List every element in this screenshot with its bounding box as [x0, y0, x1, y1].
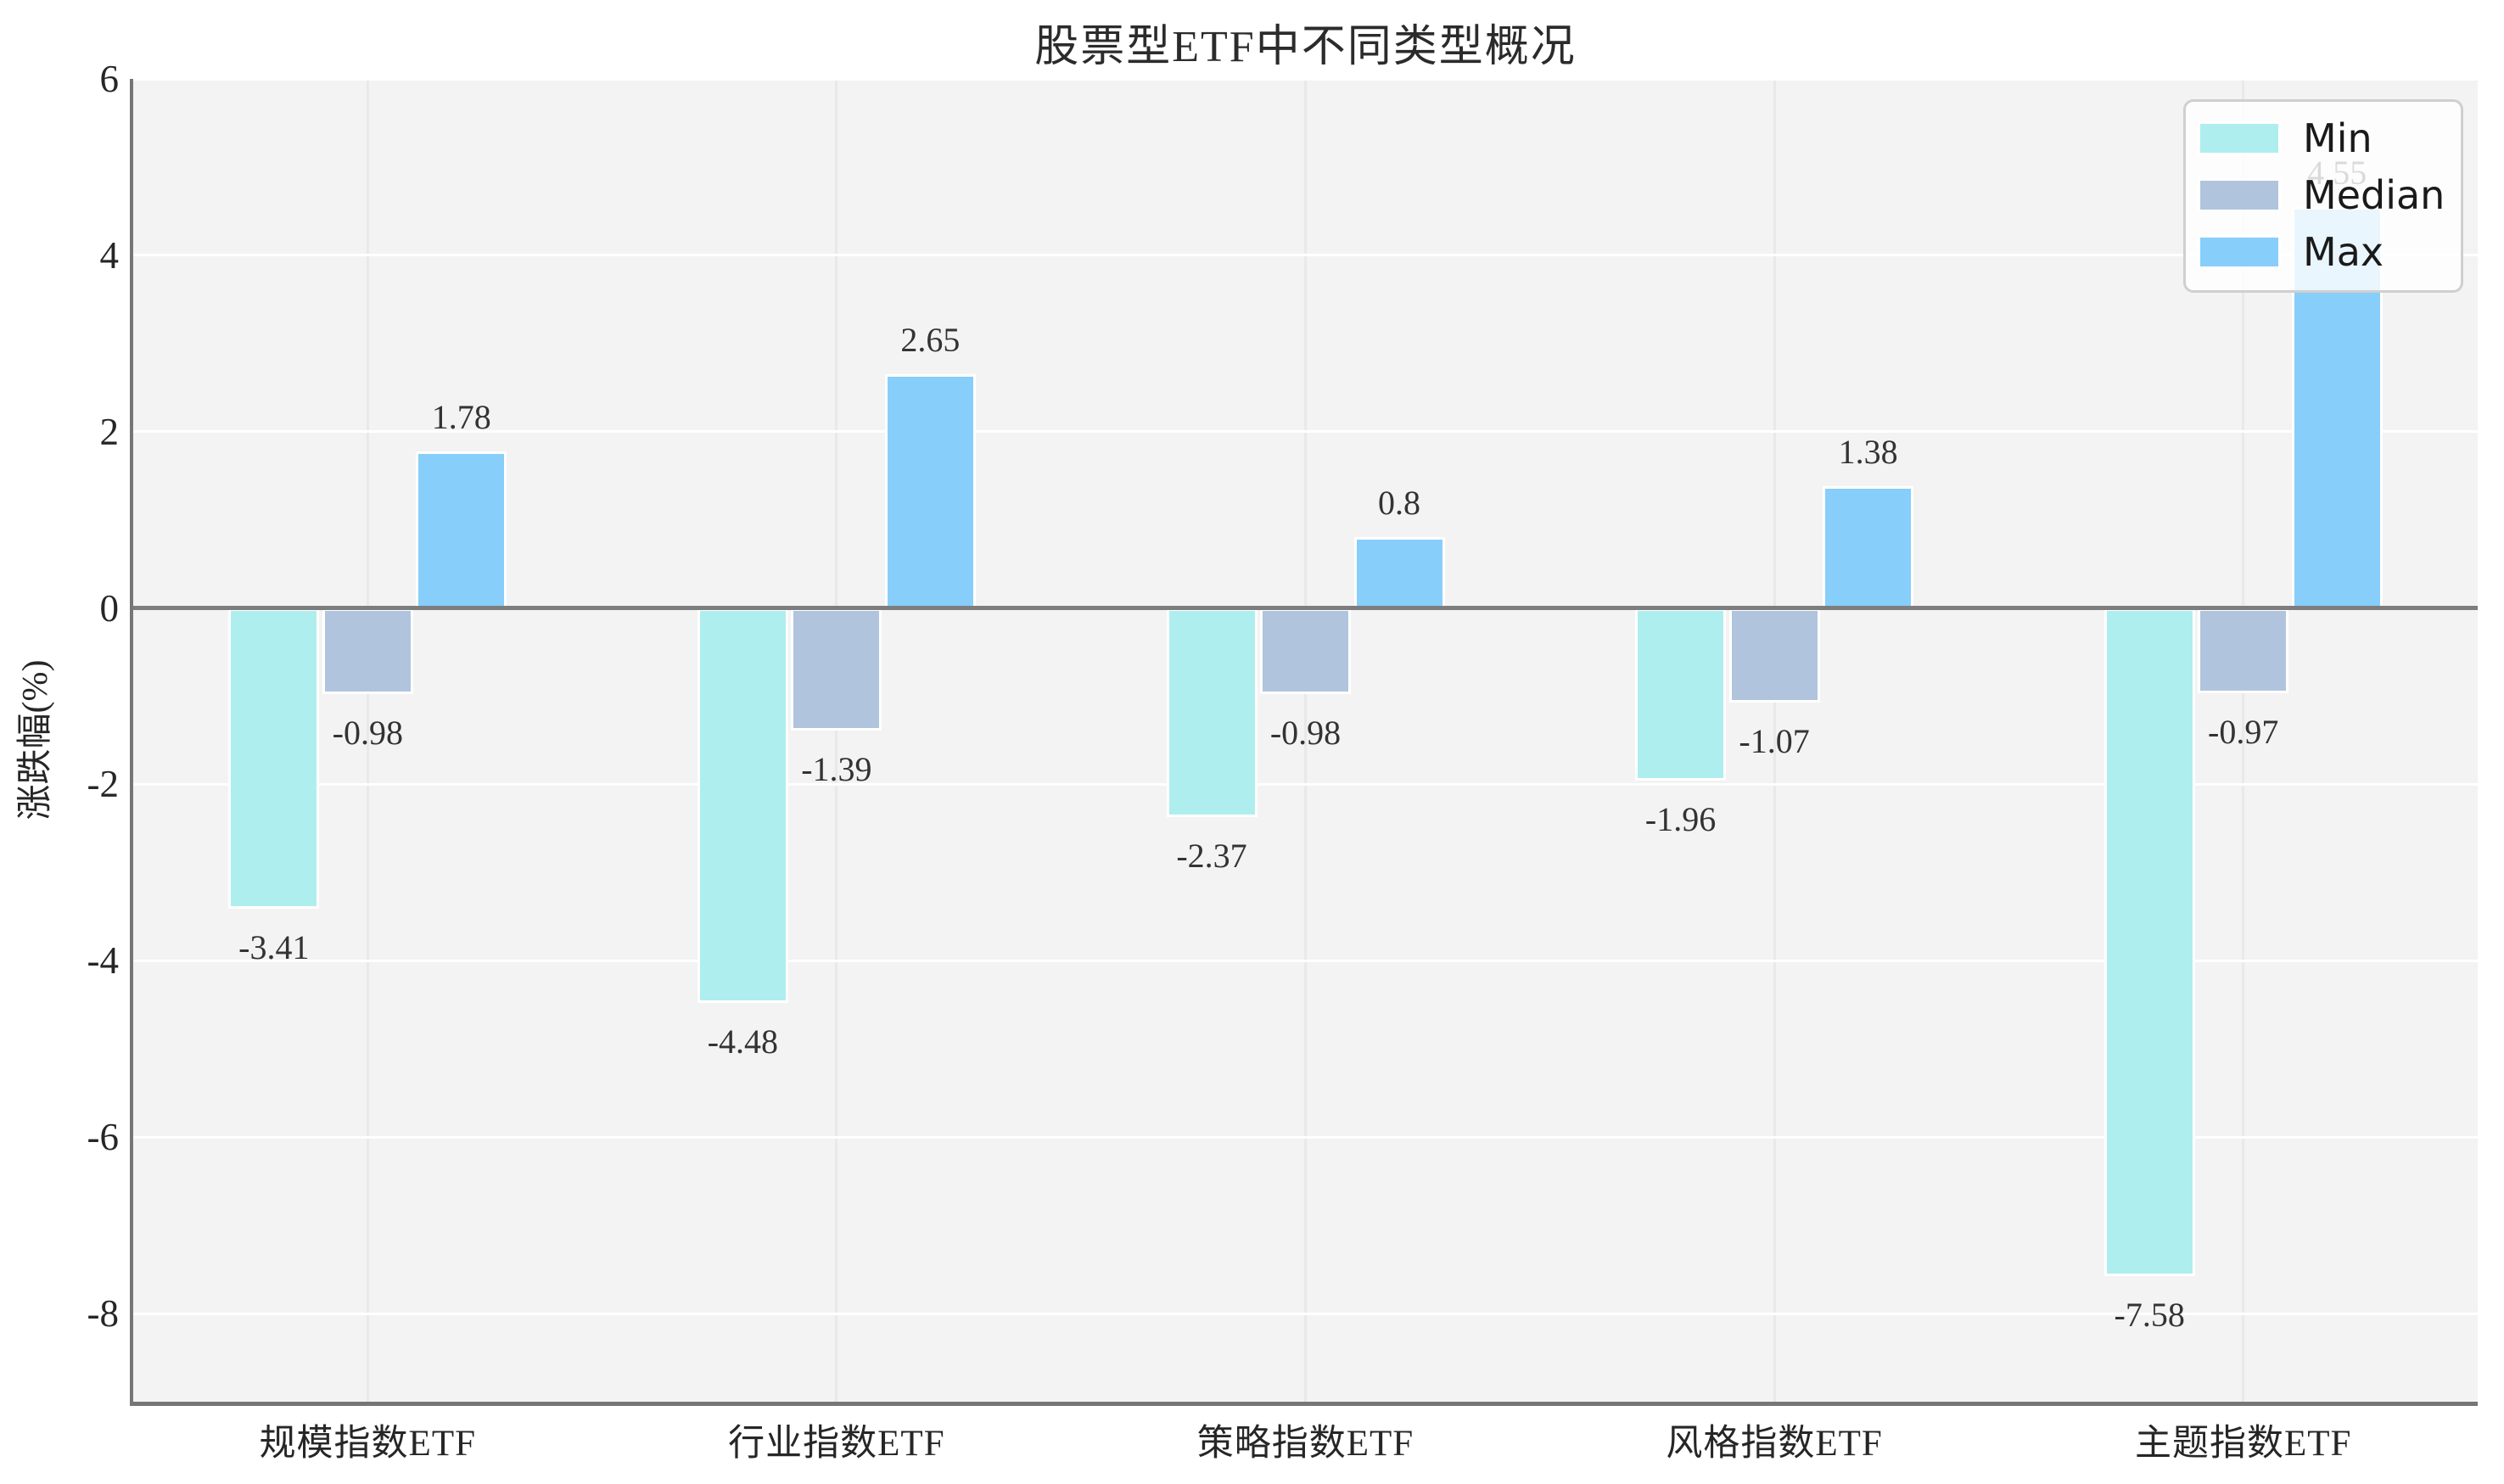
y-tick-label: 2	[99, 410, 120, 453]
bar-value-label: -7.58	[2114, 1296, 2185, 1335]
x-tick-label: 策略指数ETF	[1196, 1424, 1414, 1464]
bar-value-label: -1.39	[801, 750, 872, 789]
legend-item-median: Median	[2198, 171, 2447, 220]
grid-line-horizontal	[133, 959, 2478, 962]
y-tick-label: 6	[99, 58, 120, 100]
bar-median	[2198, 608, 2289, 694]
bar-max	[1353, 537, 1445, 608]
grid-line-horizontal	[133, 782, 2478, 786]
y-tick-label: -2	[87, 763, 120, 806]
bar-value-label: -0.98	[1269, 714, 1342, 753]
x-tick-label: 主题指数ETF	[2134, 1424, 2352, 1464]
bar-value-label: 1.38	[1838, 433, 1898, 472]
bar-value-label: -1.96	[1644, 800, 1717, 839]
bar-value-label: -4.48	[707, 1022, 779, 1061]
bar-value-label: -0.98	[332, 714, 403, 753]
legend-item-min: Min	[2198, 114, 2447, 163]
y-axis-spine	[130, 79, 133, 1406]
bar-value-label: -3.41	[238, 928, 310, 966]
x-axis-spine	[130, 1402, 2478, 1406]
bar-min	[2103, 608, 2195, 1277]
grid-line-vertical	[1773, 79, 1776, 1402]
plot-area: -3.41 -4.48 -2.37 -1.96 -7.58 -0.98 -1.39 -0.98…	[133, 77, 2478, 1402]
horizontal-gridlines	[133, 77, 2478, 1402]
y-tick-label: -6	[87, 1116, 120, 1159]
grid-line-horizontal	[133, 1135, 2478, 1139]
legend-swatch-min-icon	[2198, 121, 2281, 155]
bar-min	[1166, 608, 1258, 817]
grid-line-vertical	[835, 79, 838, 1402]
bar-median	[1728, 608, 1820, 703]
x-tick-label: 规模指数ETF	[259, 1424, 477, 1464]
bar-min	[228, 608, 320, 909]
bar-value-label: 0.8	[1378, 484, 1420, 523]
grid-line-horizontal	[133, 1312, 2478, 1315]
bar-median	[322, 608, 413, 695]
grid-line-vertical	[2242, 79, 2245, 1402]
bar-value-label: -0.97	[2208, 713, 2279, 752]
grid-line-horizontal	[133, 430, 2478, 434]
chart-title: 股票型ETF中不同类型概况	[1034, 23, 1577, 71]
bar-max	[1823, 486, 1914, 608]
vertical-gridlines	[133, 79, 2478, 1402]
grid-line-vertical	[1304, 79, 1307, 1402]
legend-item-label: Min	[2303, 115, 2372, 161]
y-tick-label: 4	[99, 233, 120, 277]
bar-value-label: -1.07	[1739, 721, 1810, 760]
y-axis-label: 涨跌幅(%)	[16, 659, 55, 820]
bar-value-label: 1.78	[431, 397, 491, 436]
legend-swatch-median-icon	[2198, 178, 2281, 212]
bar-min	[697, 608, 788, 1004]
grid-line-horizontal	[133, 77, 2478, 81]
x-tick-label: 风格指数ETF	[1666, 1424, 1883, 1464]
legend-item-label: Median	[2303, 172, 2445, 218]
x-tick-label: 行业指数ETF	[728, 1424, 945, 1464]
bar-value-label: 2.65	[900, 321, 961, 360]
bar-value-label: -2.37	[1176, 836, 1247, 875]
grid-line-vertical	[366, 79, 369, 1402]
legend: Min Median Max	[2183, 99, 2463, 293]
bar-max	[884, 374, 976, 608]
y-tick-label: -4	[87, 939, 120, 983]
bar-max	[416, 451, 507, 608]
bar-median	[1260, 608, 1351, 695]
y-tick-label: -8	[87, 1292, 120, 1336]
legend-item-label: Max	[2303, 229, 2384, 275]
grid-line-horizontal	[133, 254, 2478, 257]
bar-median	[791, 608, 882, 731]
zero-line	[133, 606, 2478, 611]
y-tick-label: 0	[99, 586, 120, 630]
legend-item-max: Max	[2198, 227, 2447, 277]
legend-swatch-max-icon	[2198, 235, 2281, 269]
